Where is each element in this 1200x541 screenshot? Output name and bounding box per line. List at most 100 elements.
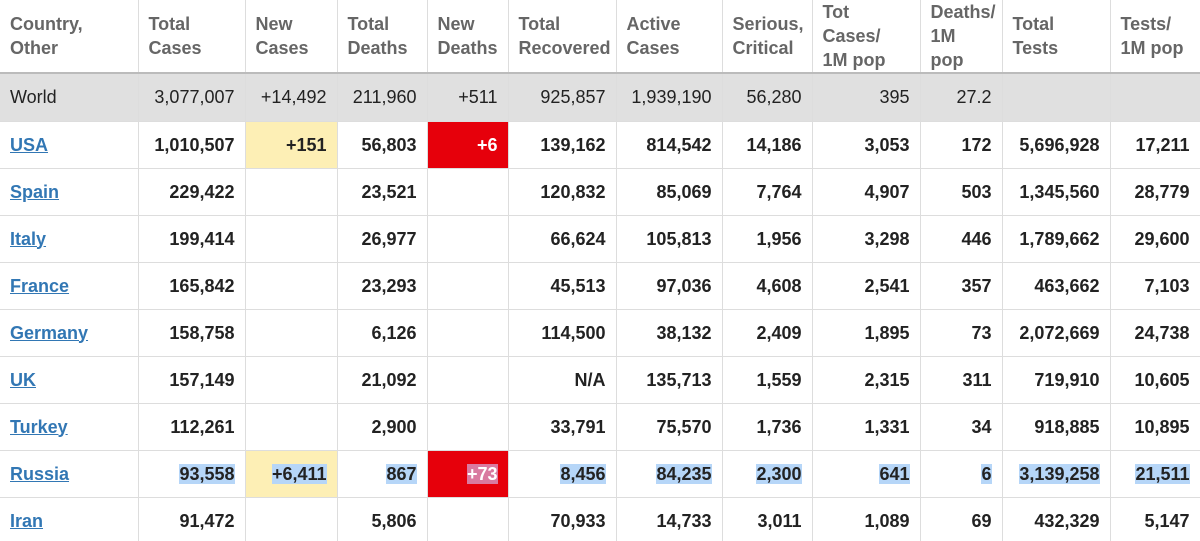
data-cell: 6,126 <box>337 309 428 357</box>
data-cell: 114,500 <box>508 309 617 357</box>
cell-value: 2,072,669 <box>1019 322 1100 343</box>
country-link[interactable]: Spain <box>10 181 60 202</box>
cell-value: 918,885 <box>1034 416 1100 437</box>
cell-value: 14,186 <box>746 134 802 155</box>
country-link[interactable]: Iran <box>10 510 44 531</box>
cell-value: 21,092 <box>361 369 417 390</box>
country-cell: France <box>0 262 139 310</box>
cell-value: 2,900 <box>371 416 417 437</box>
cell-value: 56,280 <box>746 87 802 107</box>
data-cell: 925,857 <box>508 73 617 122</box>
data-cell <box>245 262 338 310</box>
data-cell: 33,791 <box>508 403 617 451</box>
column-header: Tot Cases/ 1M pop <box>812 0 921 74</box>
data-cell: 6 <box>920 450 1003 498</box>
cell-value: 1,956 <box>756 228 802 249</box>
data-cell: 14,733 <box>616 497 723 541</box>
data-cell: 1,559 <box>722 356 813 404</box>
cell-value: 85,069 <box>656 181 712 202</box>
cell-value: 925,857 <box>540 87 606 107</box>
data-cell: 21,511 <box>1110 450 1200 498</box>
column-header: Total Cases <box>138 0 246 74</box>
country-cell: World <box>0 73 139 122</box>
data-cell: 85,069 <box>616 168 723 216</box>
data-cell: 2,300 <box>722 450 813 498</box>
table-row: Iran 91,472 5,806 70,933 14,733 3,011 1,089 69 4… <box>0 497 1200 541</box>
data-cell: 199,414 <box>138 215 246 263</box>
cell-value: 1,345,560 <box>1019 181 1100 202</box>
cell-value: +6,411 <box>271 463 327 484</box>
column-header: Active Cases <box>616 0 723 74</box>
country-link[interactable]: Italy <box>10 228 47 249</box>
cell-value: 3,053 <box>864 134 910 155</box>
data-cell: 120,832 <box>508 168 617 216</box>
cell-value: 135,713 <box>646 369 712 390</box>
cell-value: 21,511 <box>1135 463 1190 484</box>
cell-value: 3,298 <box>864 228 910 249</box>
country-cell: Turkey <box>0 403 139 451</box>
data-cell: 23,293 <box>337 262 428 310</box>
cell-value: 395 <box>879 87 910 107</box>
data-cell: +6 <box>427 121 509 169</box>
data-cell: 1,089 <box>812 497 921 541</box>
data-cell: 432,329 <box>1002 497 1111 541</box>
cell-value: 4,907 <box>864 181 910 202</box>
country-link[interactable]: France <box>10 275 70 296</box>
header-row: Country, Other Total Cases New Cases Total … <box>0 0 1200 74</box>
cell-value: 45,513 <box>550 275 606 296</box>
cell-value: 75,570 <box>656 416 712 437</box>
data-cell: +511 <box>427 73 509 122</box>
data-cell: 8,456 <box>508 450 617 498</box>
cell-value: +14,492 <box>260 87 327 107</box>
data-cell <box>245 356 338 404</box>
data-cell: 66,624 <box>508 215 617 263</box>
data-cell: +6,411 <box>245 450 338 498</box>
cell-value: 199,414 <box>169 228 235 249</box>
cell-value: 172 <box>961 134 992 155</box>
country-link[interactable]: USA <box>10 134 49 155</box>
data-cell: 4,608 <box>722 262 813 310</box>
cell-value: 446 <box>961 228 992 249</box>
country-link[interactable]: Turkey <box>10 416 68 437</box>
data-cell <box>427 356 509 404</box>
cell-value: 2,409 <box>756 322 802 343</box>
country-link[interactable]: Russia <box>10 463 70 484</box>
cell-value: 8,456 <box>560 463 606 484</box>
cell-value: 1,089 <box>864 510 910 531</box>
data-cell: 1,939,190 <box>616 73 723 122</box>
data-cell: 105,813 <box>616 215 723 263</box>
data-cell: 93,558 <box>138 450 246 498</box>
cell-value: 1,010,507 <box>154 134 235 155</box>
data-cell: 27.2 <box>920 73 1003 122</box>
data-cell: 463,662 <box>1002 262 1111 310</box>
column-header: New Deaths <box>427 0 509 74</box>
cell-value: 97,036 <box>656 275 712 296</box>
cell-value: 311 <box>962 369 992 390</box>
data-cell: 10,895 <box>1110 403 1200 451</box>
table-row: France 165,842 23,293 45,513 97,036 4,608 2,54… <box>0 262 1200 310</box>
cell-value: +151 <box>285 134 327 155</box>
cell-value: 10,895 <box>1134 416 1190 437</box>
data-cell: 2,900 <box>337 403 428 451</box>
data-cell: 97,036 <box>616 262 723 310</box>
country-link[interactable]: Germany <box>10 322 89 343</box>
data-cell: 112,261 <box>138 403 246 451</box>
data-cell: 56,803 <box>337 121 428 169</box>
data-cell: 1,895 <box>812 309 921 357</box>
data-cell: 1,789,662 <box>1002 215 1111 263</box>
data-cell: 34 <box>920 403 1003 451</box>
cell-value: 10,605 <box>1134 369 1190 390</box>
table-row: World 3,077,007 +14,492 211,960 +511 925,857 1… <box>0 73 1200 122</box>
country-cell: UK <box>0 356 139 404</box>
cell-value: 139,162 <box>540 134 606 155</box>
data-cell: 814,542 <box>616 121 723 169</box>
data-cell: 2,315 <box>812 356 921 404</box>
data-cell: 446 <box>920 215 1003 263</box>
data-cell: 5,696,928 <box>1002 121 1111 169</box>
country-link[interactable]: UK <box>10 369 36 390</box>
cell-value: 26,977 <box>361 228 417 249</box>
data-cell: 4,907 <box>812 168 921 216</box>
country-cell: Russia <box>0 450 139 498</box>
cell-value: 120,832 <box>540 181 606 202</box>
data-cell: 2,072,669 <box>1002 309 1111 357</box>
